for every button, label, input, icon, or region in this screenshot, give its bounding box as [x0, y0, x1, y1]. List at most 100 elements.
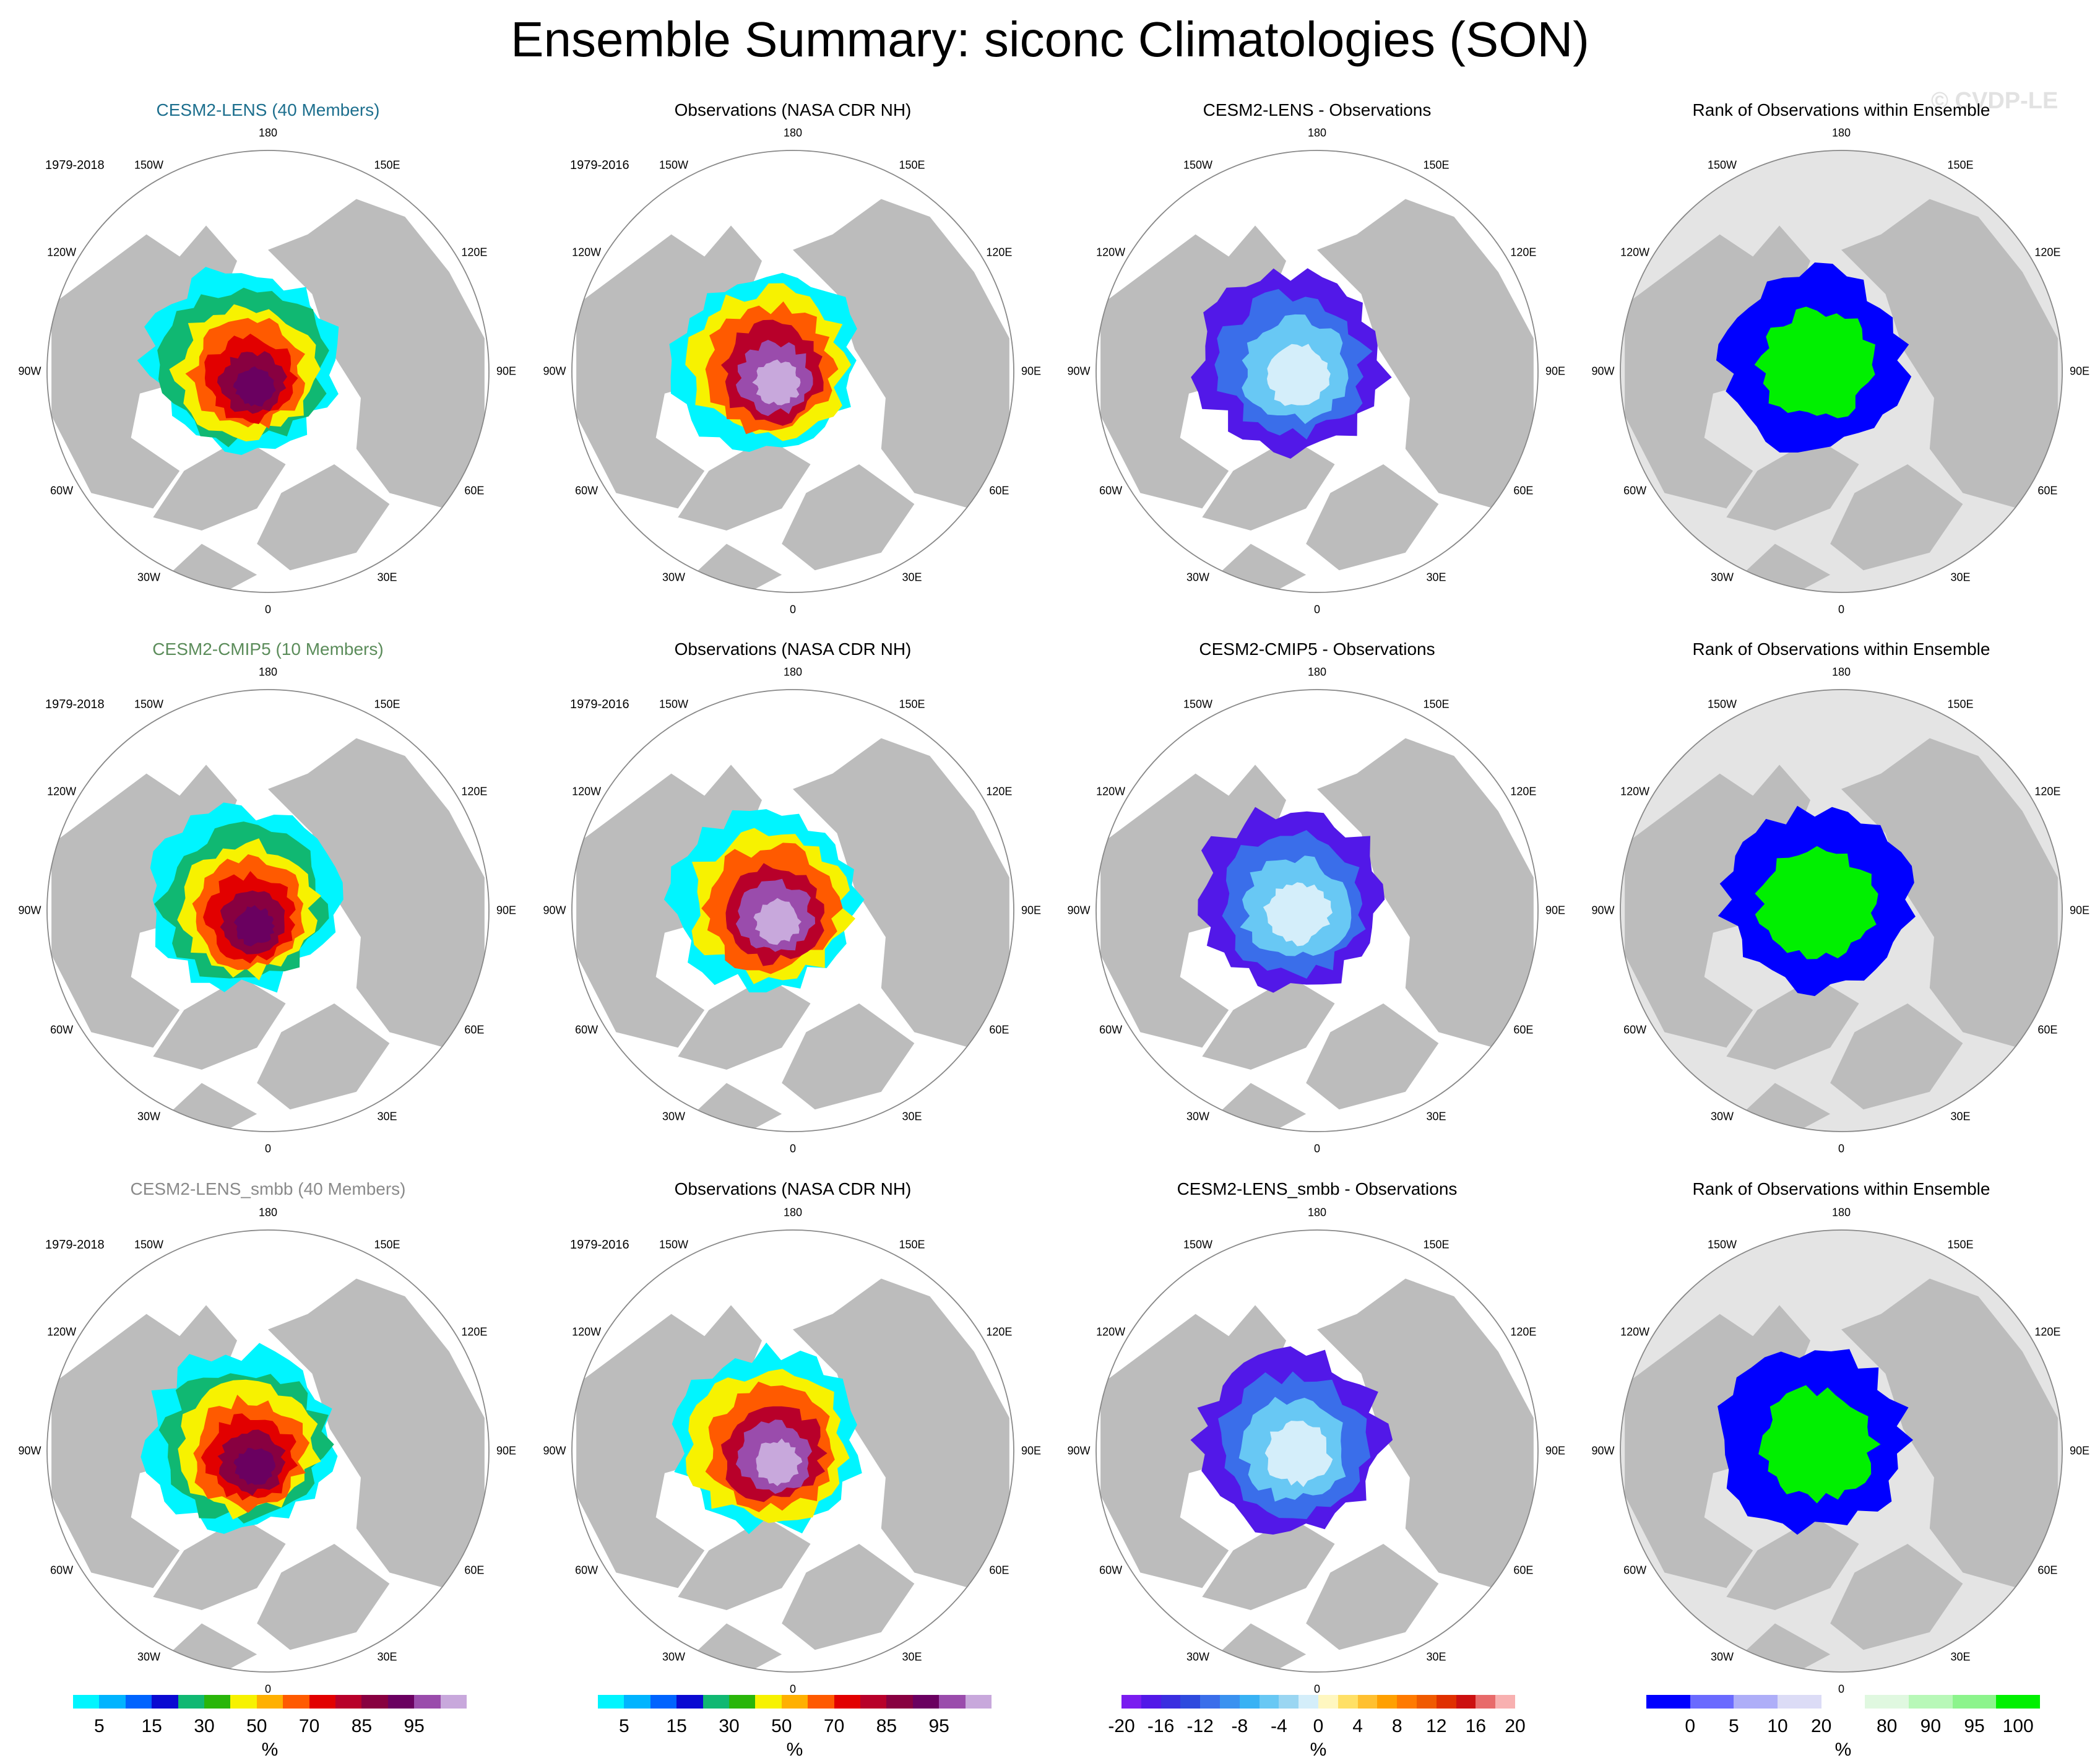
colorbar-swatch — [1121, 1695, 1142, 1709]
panel-title: Observations (NASA CDR NH) — [674, 639, 912, 659]
longitude-label: 150E — [1423, 158, 1450, 171]
colorbar-tick-label: 5 — [619, 1716, 629, 1736]
longitude-label: 90E — [2069, 365, 2090, 378]
longitude-label: 30W — [1710, 571, 1734, 584]
colorbar-swatch — [309, 1695, 336, 1709]
longitude-label: 60E — [989, 1023, 1009, 1036]
colorbar-tick-label: 12 — [1426, 1716, 1447, 1736]
longitude-label: 30W — [662, 571, 686, 584]
colorbar-tick-label: 5 — [1728, 1716, 1739, 1736]
longitude-label: 30W — [1186, 1650, 1210, 1663]
colorbar-tick-label: 8 — [1391, 1716, 1402, 1736]
longitude-label: 90E — [1021, 1444, 1042, 1457]
colorbar-swatch — [387, 1695, 415, 1709]
longitude-label: 150E — [1423, 1238, 1450, 1251]
longitude-label: 60E — [2037, 1564, 2058, 1576]
colorbar-swatch — [1646, 1695, 1691, 1709]
colorbar-swatch — [1220, 1695, 1240, 1709]
colorbar-swatch — [860, 1695, 887, 1709]
longitude-label: 60E — [2037, 484, 2058, 496]
colorbar-swatch — [361, 1695, 389, 1709]
longitude-label: 0 — [789, 1683, 797, 1696]
polar-map — [1620, 1229, 2063, 1673]
colorbar-swatch — [1141, 1695, 1162, 1709]
colorbar-tick-label: 20 — [1810, 1716, 1832, 1736]
longitude-label: 120E — [1510, 246, 1537, 258]
land — [576, 199, 1009, 592]
map-border — [1095, 689, 1539, 1132]
colorbar-swatch — [1436, 1695, 1457, 1709]
colorbar-swatch — [256, 1695, 283, 1709]
longitude-label: 30E — [902, 1650, 922, 1663]
longitude-label: 120E — [2034, 246, 2061, 258]
longitude-label: 180 — [258, 665, 278, 678]
longitude-label: 150W — [1707, 1238, 1737, 1251]
longitude-label: 120E — [461, 1325, 488, 1338]
period-label: 1979-2018 — [45, 1238, 105, 1252]
longitude-label: 90E — [1545, 904, 1566, 917]
colorbar-tick-label: 30 — [194, 1716, 215, 1736]
longitude-label: 120W — [1620, 246, 1650, 258]
polar-map — [571, 689, 1014, 1132]
colorbar-swatch — [1239, 1695, 1260, 1709]
longitude-label: 30W — [1710, 1110, 1734, 1123]
map-border — [571, 1229, 1014, 1673]
sea-ice-field — [1198, 807, 1385, 993]
polar-map — [1620, 689, 2063, 1132]
colorbar-swatch — [624, 1695, 651, 1709]
colorbar-swatch — [1377, 1695, 1398, 1709]
colorbar-tick-label: -20 — [1108, 1716, 1135, 1736]
colorbar-swatch — [729, 1695, 756, 1709]
longitude-label: 90W — [1591, 1444, 1615, 1457]
longitude-label: 180 — [258, 1206, 278, 1219]
map-border — [571, 150, 1014, 593]
longitude-label: 150W — [134, 158, 164, 171]
longitude-label: 30W — [662, 1110, 686, 1123]
sea-ice-field — [1191, 268, 1392, 459]
colorbar-tick-label: 30 — [719, 1716, 740, 1736]
longitude-label: 150W — [1183, 1238, 1213, 1251]
colorbar-swatch — [1778, 1695, 1822, 1709]
panel-title: Rank of Observations within Ensemble — [1692, 1179, 1990, 1198]
longitude-label: 90E — [2069, 1444, 2090, 1457]
colorbar-tick-label: 16 — [1465, 1716, 1487, 1736]
colorbar-swatch — [1160, 1695, 1181, 1709]
longitude-label: 180 — [1831, 665, 1851, 678]
colorbar-swatch — [152, 1695, 179, 1709]
longitude-label: 60W — [1623, 1564, 1647, 1576]
longitude-label: 0 — [264, 603, 272, 616]
longitude-label: 120W — [1620, 785, 1650, 797]
longitude-label: 30E — [377, 1110, 397, 1123]
longitude-label: 90W — [1591, 904, 1615, 917]
longitude-label: 30E — [1950, 1110, 1971, 1123]
longitude-label: 60W — [50, 1564, 74, 1576]
longitude-label: 0 — [1313, 1683, 1321, 1696]
longitude-label: 150E — [374, 698, 400, 711]
map-border — [1620, 689, 2063, 1132]
colorbar-tick-label: -8 — [1231, 1716, 1248, 1736]
longitude-label: 150W — [1707, 698, 1737, 711]
longitude-label: 90W — [1067, 904, 1091, 917]
sea-ice-field — [663, 809, 865, 993]
period-label: 1979-2016 — [570, 698, 629, 711]
sea-ice-field — [1190, 1346, 1393, 1535]
panel-title: CESM2-LENS (40 Members) — [156, 100, 380, 119]
colorbar-swatch — [781, 1695, 808, 1709]
colorbar-swatch — [834, 1695, 861, 1709]
longitude-label: 30W — [1186, 571, 1210, 584]
sea-ice-field — [669, 272, 857, 452]
longitude-label: 150W — [659, 1238, 689, 1251]
longitude-label: 0 — [1313, 603, 1321, 616]
panel-title: Rank of Observations within Ensemble — [1692, 639, 1990, 659]
panel-title: CESM2-CMIP5 (10 Members) — [152, 639, 384, 659]
land — [1100, 738, 1534, 1132]
longitude-label: 0 — [1838, 1142, 1845, 1155]
map-border — [1095, 1229, 1539, 1673]
colorbar-swatch — [912, 1695, 940, 1709]
panel-title: CESM2-LENS_smbb (40 Members) — [130, 1179, 406, 1198]
colorbar-swatch — [965, 1695, 992, 1709]
longitude-label: 30W — [137, 1650, 161, 1663]
longitude-label: 150E — [1423, 698, 1450, 711]
longitude-label: 120E — [1510, 785, 1537, 797]
colorbar-swatch — [1318, 1695, 1339, 1709]
